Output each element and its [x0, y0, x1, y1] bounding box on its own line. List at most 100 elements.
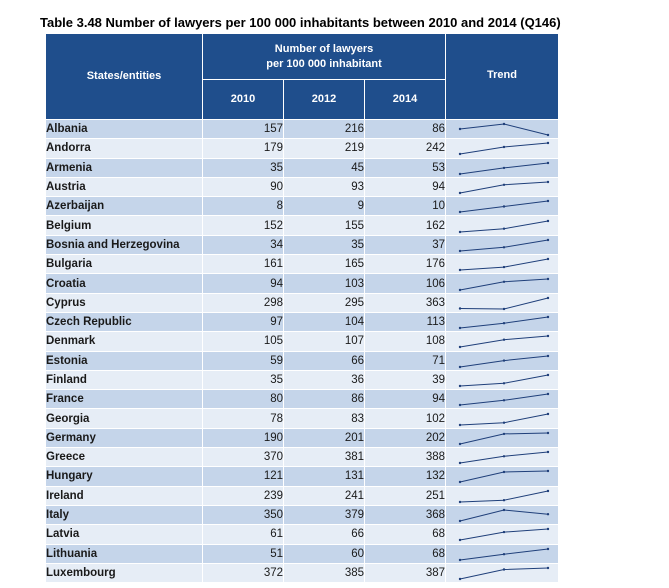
sparkline-point — [546, 393, 550, 396]
table-row: Denmark 105 107 108 — [45, 331, 560, 352]
state-name: Denmark — [45, 331, 203, 352]
sparkline-point — [502, 498, 506, 502]
sparkline-line — [459, 123, 549, 136]
sparkline-point — [502, 531, 506, 534]
sparkline-point — [502, 146, 506, 149]
trend-sparkline — [458, 547, 550, 561]
state-name: Greece — [45, 447, 203, 468]
value-2014: 132 — [363, 466, 447, 487]
table-row: Bosnia and Herzegovina 34 35 37 — [45, 234, 560, 256]
sparkline-point — [502, 455, 506, 458]
header-year-2014: 2014 — [363, 79, 447, 120]
sparkline-point — [458, 461, 462, 465]
trend-sparkline — [458, 528, 550, 542]
value-2012: 103 — [283, 273, 365, 294]
value-2012: 295 — [283, 292, 365, 313]
sparkline-point — [546, 277, 550, 280]
sparkline-point — [502, 338, 506, 342]
value-2012: 60 — [283, 543, 365, 564]
state-name: France — [45, 389, 203, 410]
sparkline-point — [458, 519, 462, 523]
table-row: Ireland 239 241 251 — [45, 485, 560, 506]
table-row: Greece 370 381 388 — [45, 447, 560, 468]
header-states: States/entities — [45, 33, 203, 120]
sparkline-line — [459, 220, 549, 233]
value-2012: 45 — [283, 157, 365, 178]
state-name: Cyprus — [45, 292, 203, 313]
table-row: Czech Republic 97 104 113 — [45, 311, 560, 333]
value-2010: 61 — [202, 524, 284, 545]
value-2014: 176 — [363, 254, 447, 275]
trend-sparkline — [458, 431, 550, 446]
sparkline-point — [458, 127, 462, 131]
trend-cell — [445, 157, 560, 178]
table-row: Belgium 152 155 162 — [45, 215, 560, 236]
value-2012: 379 — [283, 504, 365, 526]
trend-cell — [445, 350, 560, 371]
state-name: Lithuania — [45, 543, 203, 564]
value-2010: 78 — [202, 408, 284, 429]
value-2014: 68 — [363, 543, 447, 564]
trend-sparkline — [458, 258, 550, 272]
sparkline-point — [458, 288, 462, 291]
state-name: Austria — [45, 176, 203, 198]
trend-cell — [445, 543, 560, 564]
sparkline-point — [458, 172, 462, 175]
value-2014: 202 — [363, 427, 447, 449]
value-2012: 35 — [283, 234, 365, 256]
value-2010: 161 — [202, 254, 284, 275]
value-2012: 381 — [283, 447, 365, 468]
trend-cell — [445, 331, 560, 352]
value-2012: 155 — [283, 215, 365, 236]
sparkline-point — [458, 211, 462, 214]
value-2012: 385 — [283, 562, 365, 584]
sparkline-point — [546, 547, 550, 550]
trend-sparkline — [458, 373, 550, 388]
trend-sparkline — [458, 315, 550, 330]
sparkline-point — [546, 296, 550, 300]
value-2012: 104 — [283, 311, 365, 333]
value-2012: 83 — [283, 408, 365, 429]
value-2012: 241 — [283, 485, 365, 506]
sparkline-point — [458, 230, 462, 233]
table-row: Azerbaijan 8 9 10 — [45, 196, 560, 217]
sparkline-point — [458, 153, 462, 156]
sparkline-point — [502, 227, 506, 230]
trend-sparkline — [458, 219, 550, 233]
sparkline-point — [546, 238, 550, 242]
value-2010: 298 — [202, 292, 284, 313]
table-row: Cyprus 298 295 363 — [45, 292, 560, 313]
trend-sparkline — [458, 470, 550, 484]
sparkline-point — [546, 513, 550, 516]
value-2010: 350 — [202, 504, 284, 526]
table-row: Andorra 179 219 242 — [45, 138, 560, 159]
state-name: Ireland — [45, 485, 203, 506]
table-row: Armenia 35 45 53 — [45, 157, 560, 178]
trend-sparkline — [458, 277, 550, 291]
sparkline-point — [458, 500, 462, 503]
trend-sparkline — [458, 393, 550, 407]
table-row: Estonia 59 66 71 — [45, 350, 560, 371]
state-name: Croatia — [45, 273, 203, 294]
state-name: Andorra — [45, 138, 203, 159]
table-row: France 80 86 94 — [45, 389, 560, 410]
sparkline-line — [459, 258, 549, 271]
sparkline-point — [546, 219, 550, 222]
sparkline-point — [502, 568, 506, 571]
value-2010: 190 — [202, 427, 284, 449]
sparkline-point — [546, 566, 550, 570]
sparkline-point — [502, 471, 506, 474]
sparkline-point — [546, 161, 550, 164]
sparkline-point — [502, 322, 506, 325]
trend-sparkline — [458, 122, 550, 137]
header-year-2010: 2010 — [202, 79, 284, 120]
sparkline-point — [546, 180, 550, 184]
trend-sparkline — [458, 508, 550, 523]
state-name: Azerbaijan — [45, 196, 203, 217]
state-name: Bosnia and Herzegovina — [45, 234, 203, 256]
value-2014: 251 — [363, 485, 447, 506]
trend-sparkline — [458, 142, 550, 156]
sparkline-point — [546, 142, 550, 145]
value-2012: 201 — [283, 427, 365, 449]
sparkline-point — [502, 122, 506, 126]
